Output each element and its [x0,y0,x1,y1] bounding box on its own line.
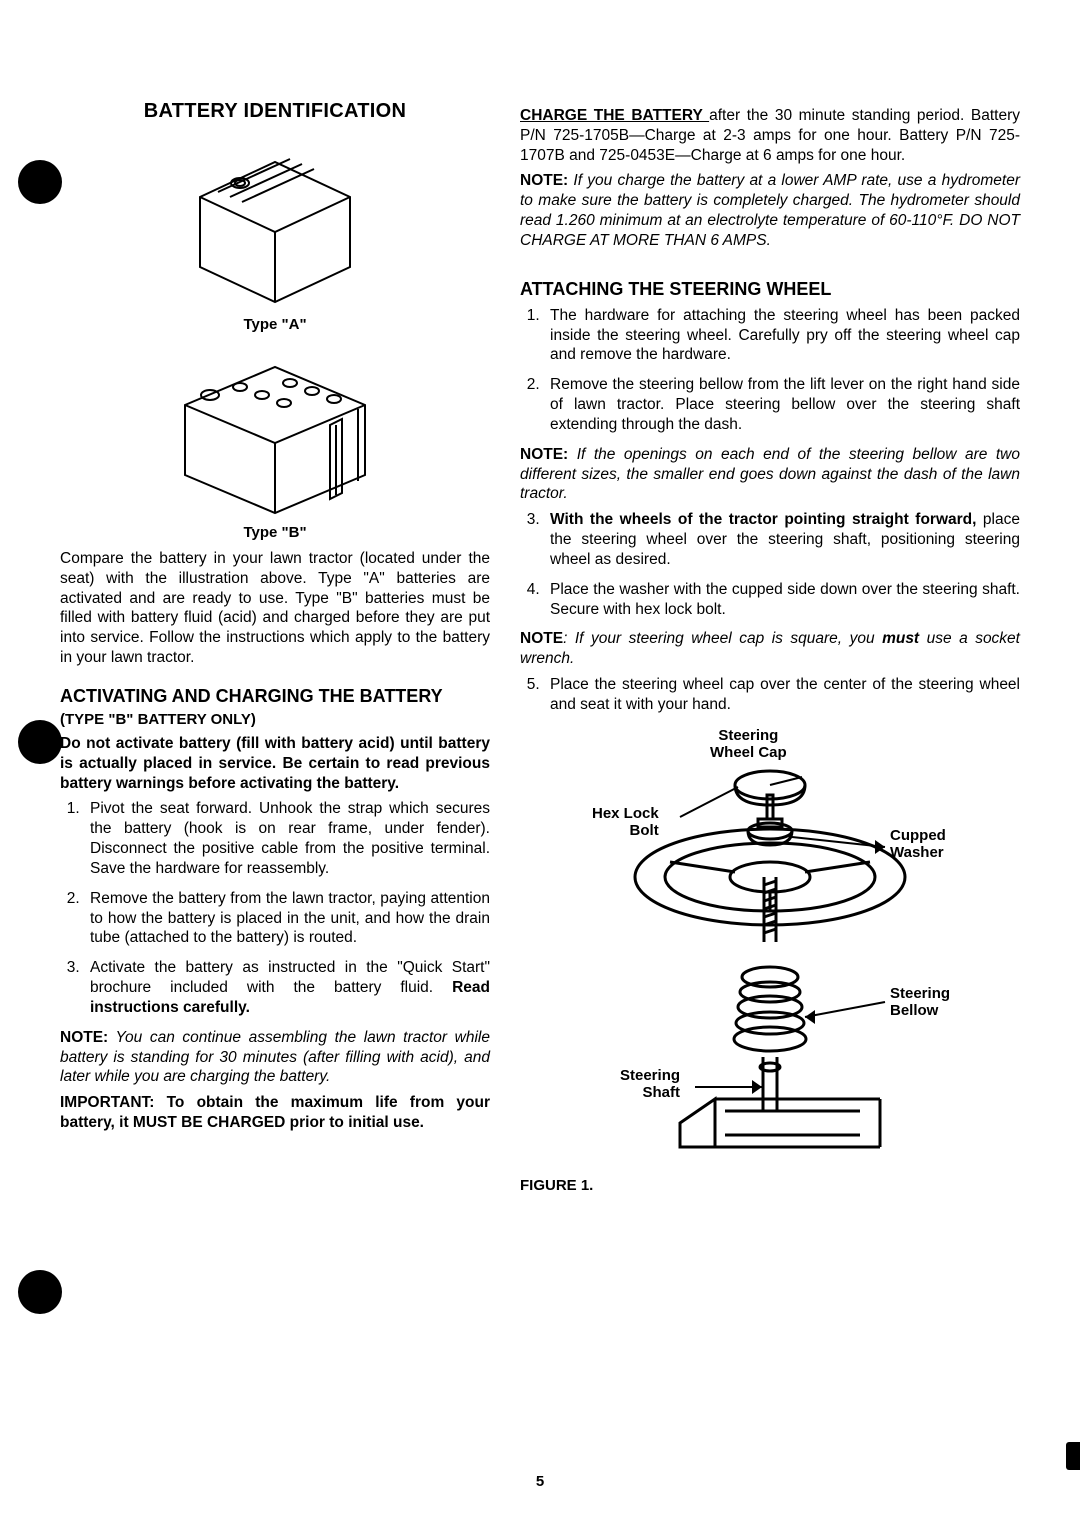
list-item-text: Activate the battery as instructed in th… [90,959,490,996]
page-number: 5 [536,1473,544,1490]
note-lead: NOTE: [520,172,568,189]
hole-punch-dot [18,1270,62,1314]
figure-battery-type-a: Type "A" [60,137,490,333]
list-item: Pivot the seat forward. Unhook the strap… [84,799,490,878]
charge-battery-para: CHARGE THE BATTERY after the 30 minute s… [520,106,1020,165]
charge-lead: CHARGE THE BATTERY [520,107,709,124]
callout-shaft: Steering Shaft [620,1067,680,1101]
note-bellow-openings: NOTE: If the openings on each end of the… [520,445,1020,504]
list-item: Place the washer with the cupped side do… [544,580,1020,620]
important-charge: IMPORTANT: To obtain the maximum life fr… [60,1093,490,1133]
note-body: If the openings on each end of the steer… [520,446,1020,503]
steering-steps-list-1: The hardware for attaching the steering … [520,306,1020,435]
caption-type-a: Type "A" [60,316,490,333]
manual-page: BATTERY IDENTIFICATION Type "A" [0,0,1080,1234]
figure-battery-type-b: Type "B" [60,345,490,541]
list-item: With the wheels of the tractor pointing … [544,510,1020,569]
battery-intro-para: Compare the battery in your lawn tractor… [60,549,490,668]
left-column: BATTERY IDENTIFICATION Type "A" [60,100,490,1194]
hole-punch-dot [18,720,62,764]
note-body-1: : If your steering wheel cap is square, … [563,630,882,647]
figure-steering-wheel: Steering Wheel Cap Hex Lock Bolt Cupped … [550,727,990,1167]
list-item: Activate the battery as instructed in th… [84,958,490,1017]
activate-steps-list: Pivot the seat forward. Unhook the strap… [60,799,490,1017]
warning-activate: Do not activate battery (fill with batte… [60,734,490,793]
section-heading-activating: ACTIVATING AND CHARGING THE BATTERY [60,686,490,707]
callout-bellow: Steering Bellow [890,985,950,1019]
note-must: must [882,630,919,647]
note-hydrometer: NOTE: If you charge the battery at a low… [520,171,1020,250]
steering-steps-list-2: With the wheels of the tractor pointing … [520,510,1020,619]
list-item: Remove the battery from the lawn tractor… [84,889,490,948]
note-lead: NOTE: [520,446,568,463]
figure-caption: FIGURE 1. [520,1177,1020,1194]
callout-hex-bolt: Hex Lock Bolt [592,805,659,839]
hole-punch-dot [18,160,62,204]
page-tab-mark [1066,1442,1080,1470]
caption-type-b: Type "B" [60,524,490,541]
callout-cap: Steering Wheel Cap [710,727,787,761]
note-body: You can continue assembling the lawn tra… [60,1029,490,1086]
note-continue-assembling: NOTE: You can continue assembling the la… [60,1028,490,1087]
list-item-bold: With the wheels of the tractor pointing … [550,511,976,528]
section-heading-steering: ATTACHING THE STEERING WHEEL [520,279,1020,300]
list-item: The hardware for attaching the steering … [544,306,1020,365]
note-lead: NOTE [520,630,563,647]
note-lead: NOTE: [60,1029,108,1046]
callout-cupped-washer: Cupped Washer [890,827,946,861]
note-square-cap: NOTE: If your steering wheel cap is squa… [520,629,1020,669]
section-heading-battery-id: BATTERY IDENTIFICATION [60,100,490,123]
list-item: Place the steering wheel cap over the ce… [544,675,1020,715]
section-subhead-type-b: (TYPE "B" BATTERY ONLY) [60,711,490,728]
right-column: CHARGE THE BATTERY after the 30 minute s… [520,100,1020,1194]
note-body: If you charge the battery at a lower AMP… [520,172,1020,248]
list-item: Remove the steering bellow from the lift… [544,375,1020,434]
steering-steps-list-3: Place the steering wheel cap over the ce… [520,675,1020,715]
